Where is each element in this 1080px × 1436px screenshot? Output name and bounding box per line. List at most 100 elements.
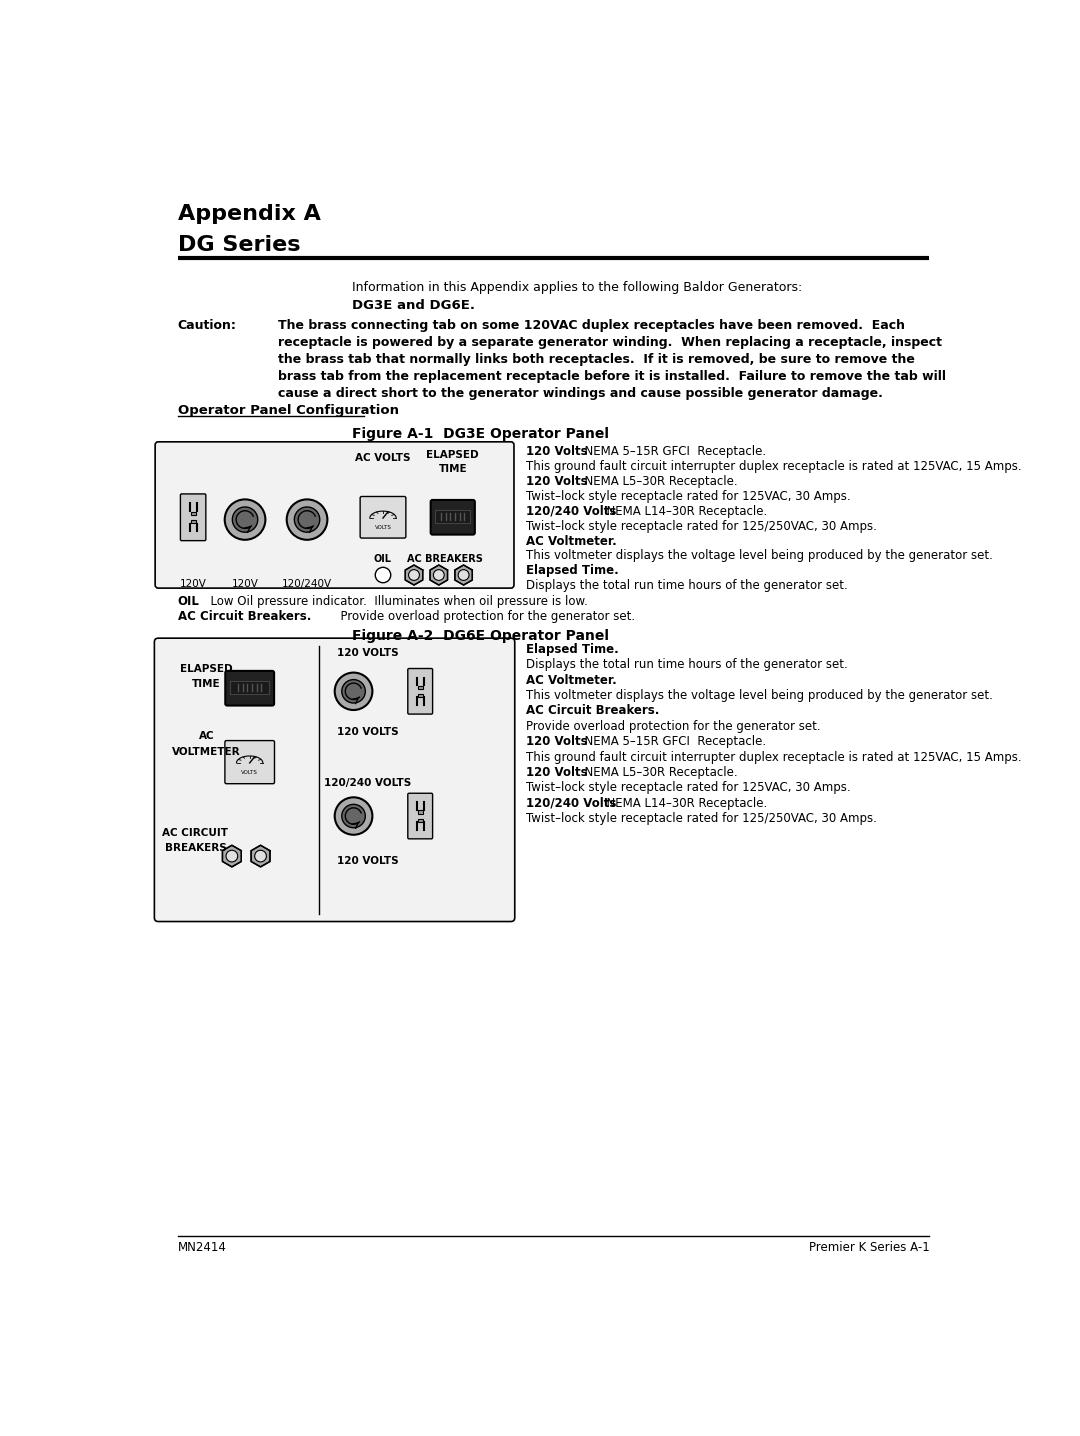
Text: NEMA 5–15R GFCI  Receptacle.: NEMA 5–15R GFCI Receptacle. <box>577 445 766 458</box>
Text: Elapsed Time.: Elapsed Time. <box>526 564 619 577</box>
Bar <box>435 510 470 524</box>
Circle shape <box>286 500 327 540</box>
Text: ELAPSED: ELAPSED <box>427 449 480 460</box>
Text: 120V: 120V <box>179 579 206 589</box>
Circle shape <box>255 850 267 862</box>
Text: Twist–lock style receptacle rated for 125VAC, 30 Amps.: Twist–lock style receptacle rated for 12… <box>526 781 851 794</box>
Text: 120/240 Volts: 120/240 Volts <box>526 504 617 517</box>
Text: Operator Panel Configuration: Operator Panel Configuration <box>177 404 399 416</box>
Text: NEMA L14–30R Receptacle.: NEMA L14–30R Receptacle. <box>599 797 767 810</box>
Text: AC Voltmeter.: AC Voltmeter. <box>526 534 617 547</box>
Text: 120/240V: 120/240V <box>282 579 333 589</box>
Text: The brass connecting tab on some 120VAC duplex receptacles have been removed.  E: The brass connecting tab on some 120VAC … <box>279 319 905 332</box>
Text: 120 VOLTS: 120 VOLTS <box>337 648 399 658</box>
FancyBboxPatch shape <box>408 669 433 714</box>
Text: This voltmeter displays the voltage level being produced by the generator set.: This voltmeter displays the voltage leve… <box>526 550 994 563</box>
Text: 120 Volts: 120 Volts <box>526 765 588 778</box>
Circle shape <box>433 570 444 580</box>
Text: VOLTS: VOLTS <box>241 770 258 775</box>
FancyBboxPatch shape <box>180 494 206 540</box>
Text: AC Circuit Breakers.: AC Circuit Breakers. <box>526 705 660 718</box>
Text: Figure A-2  DG6E Operator Panel: Figure A-2 DG6E Operator Panel <box>352 629 609 643</box>
FancyBboxPatch shape <box>156 442 514 589</box>
Text: Caution:: Caution: <box>177 319 237 332</box>
Text: 120 Volts: 120 Volts <box>526 735 588 748</box>
Text: cause a direct short to the generator windings and cause possible generator dama: cause a direct short to the generator wi… <box>279 386 883 399</box>
Bar <box>190 520 195 523</box>
Text: 120V: 120V <box>231 579 258 589</box>
FancyBboxPatch shape <box>226 671 274 705</box>
Circle shape <box>232 507 258 533</box>
Circle shape <box>341 804 365 827</box>
Text: Provide overload protection for the generator set.: Provide overload protection for the gene… <box>526 719 821 732</box>
Text: Premier K Series A-1: Premier K Series A-1 <box>809 1241 930 1254</box>
Bar <box>418 686 422 689</box>
Text: 120/240 VOLTS: 120/240 VOLTS <box>324 777 411 787</box>
Bar <box>418 694 422 696</box>
Text: AC CIRCUIT: AC CIRCUIT <box>162 829 229 839</box>
Text: 120/240 Volts: 120/240 Volts <box>526 797 617 810</box>
Circle shape <box>458 570 469 580</box>
Text: DG3E and DG6E.: DG3E and DG6E. <box>352 299 475 312</box>
Text: Appendix A: Appendix A <box>177 204 321 224</box>
Text: TIME: TIME <box>438 464 467 474</box>
Text: AC Voltmeter.: AC Voltmeter. <box>526 673 617 686</box>
Circle shape <box>335 672 373 709</box>
Text: NEMA L14–30R Receptacle.: NEMA L14–30R Receptacle. <box>599 504 767 517</box>
Text: This ground fault circuit interrupter duplex receptacle is rated at 125VAC, 15 A: This ground fault circuit interrupter du… <box>526 460 1022 472</box>
FancyBboxPatch shape <box>431 500 475 534</box>
Bar <box>418 810 422 814</box>
Polygon shape <box>222 846 241 867</box>
Text: Twist–lock style receptacle rated for 125VAC, 30 Amps.: Twist–lock style receptacle rated for 12… <box>526 490 851 503</box>
Circle shape <box>295 507 320 533</box>
Polygon shape <box>405 564 422 584</box>
Circle shape <box>335 797 373 834</box>
Text: the brass tab that normally links both receptacles.  If it is removed, be sure t: the brass tab that normally links both r… <box>279 353 915 366</box>
Text: ELAPSED: ELAPSED <box>180 663 232 673</box>
Text: NEMA L5–30R Receptacle.: NEMA L5–30R Receptacle. <box>577 475 738 488</box>
Text: MN2414: MN2414 <box>177 1241 227 1254</box>
Text: Provide overload protection for the generator set.: Provide overload protection for the gene… <box>333 610 635 623</box>
Text: 120 VOLTS: 120 VOLTS <box>337 728 399 738</box>
Text: 120 Volts: 120 Volts <box>526 475 588 488</box>
Text: 120 Volts: 120 Volts <box>526 445 588 458</box>
Text: brass tab from the replacement receptacle before it is installed.  Failure to re: brass tab from the replacement receptacl… <box>279 369 946 383</box>
Text: Twist–lock style receptacle rated for 125/250VAC, 30 Amps.: Twist–lock style receptacle rated for 12… <box>526 520 877 533</box>
Text: VOLTS: VOLTS <box>375 526 391 530</box>
Polygon shape <box>430 564 447 584</box>
Text: DG Series: DG Series <box>177 234 300 254</box>
Text: Elapsed Time.: Elapsed Time. <box>526 643 619 656</box>
Circle shape <box>375 567 391 583</box>
Text: 120 VOLTS: 120 VOLTS <box>337 856 399 866</box>
Text: NEMA 5–15R GFCI  Receptacle.: NEMA 5–15R GFCI Receptacle. <box>577 735 766 748</box>
Circle shape <box>341 679 365 704</box>
Text: Displays the total run time hours of the generator set.: Displays the total run time hours of the… <box>526 658 848 671</box>
Text: This ground fault circuit interrupter duplex receptacle is rated at 125VAC, 15 A: This ground fault circuit interrupter du… <box>526 751 1022 764</box>
Circle shape <box>225 500 266 540</box>
Text: Twist–lock style receptacle rated for 125/250VAC, 30 Amps.: Twist–lock style receptacle rated for 12… <box>526 813 877 826</box>
Text: OIL: OIL <box>374 554 392 564</box>
Bar <box>230 681 270 695</box>
Bar <box>418 819 422 821</box>
Text: TIME: TIME <box>192 679 220 689</box>
Text: receptacle is powered by a separate generator winding.  When replacing a recepta: receptacle is powered by a separate gene… <box>279 336 943 349</box>
Polygon shape <box>252 846 270 867</box>
Text: VOLTMETER: VOLTMETER <box>172 747 241 757</box>
Text: AC: AC <box>199 731 214 741</box>
Text: NEMA L5–30R Receptacle.: NEMA L5–30R Receptacle. <box>577 765 738 778</box>
Circle shape <box>226 850 238 862</box>
FancyBboxPatch shape <box>360 497 406 538</box>
Text: Information in this Appendix applies to the following Baldor Generators:: Information in this Appendix applies to … <box>352 281 802 294</box>
Text: AC BREAKERS: AC BREAKERS <box>407 554 483 564</box>
FancyBboxPatch shape <box>408 793 433 839</box>
Polygon shape <box>455 564 472 584</box>
FancyBboxPatch shape <box>154 638 515 922</box>
FancyBboxPatch shape <box>225 741 274 784</box>
Text: BREAKERS: BREAKERS <box>164 843 227 853</box>
Circle shape <box>408 570 419 580</box>
Text: Low Oil pressure indicator.  Illuminates when oil pressure is low.: Low Oil pressure indicator. Illuminates … <box>203 595 588 607</box>
Text: Displays the total run time hours of the generator set.: Displays the total run time hours of the… <box>526 579 848 592</box>
Text: AC VOLTS: AC VOLTS <box>355 452 410 462</box>
Text: This voltmeter displays the voltage level being produced by the generator set.: This voltmeter displays the voltage leve… <box>526 689 994 702</box>
Text: OIL: OIL <box>177 595 200 607</box>
